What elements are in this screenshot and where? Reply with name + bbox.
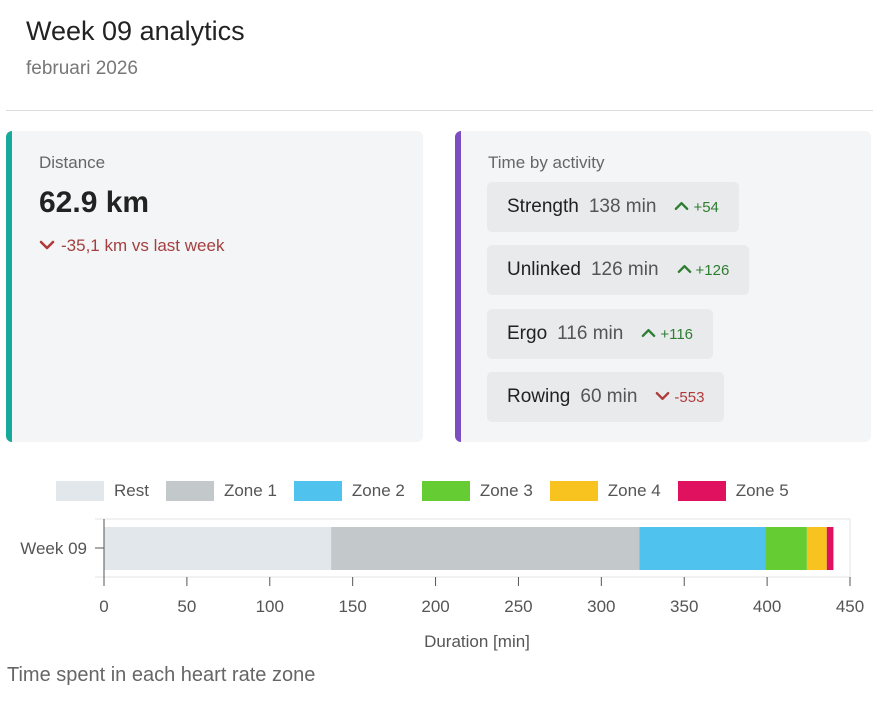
activity-delta-text: +54: [693, 198, 719, 216]
activity-name: Ergo: [507, 323, 548, 344]
bar-segment: [826, 527, 834, 570]
chart-caption: Time spent in each heart rate zone: [7, 664, 316, 686]
activity-item: Rowing 60 min -553: [487, 372, 725, 422]
activity-item: Unlinked 126 min +126: [487, 245, 750, 295]
legend-item: Zone 4: [549, 481, 661, 501]
distance-delta-text: -35,1 km vs last week: [61, 236, 225, 255]
activity-minutes: 138 min: [588, 196, 657, 217]
chart-legend: Rest Zone 1 Zone 2 Zone 3 Zone 4 Zone 5: [56, 481, 806, 501]
activity-label: Time by activity: [488, 153, 605, 172]
legend-swatch: [549, 481, 598, 501]
legend-item: Zone 1: [165, 481, 277, 501]
activity-name: Rowing: [507, 386, 571, 407]
chevron-down-icon: [39, 236, 55, 256]
distance-delta: -35,1 km vs last week: [39, 236, 224, 256]
activity-delta-text: -553: [674, 388, 705, 406]
activity-delta: +54: [674, 198, 719, 216]
page-title: Week 09 analytics: [26, 16, 245, 46]
legend-item: Rest: [56, 481, 149, 501]
legend-label: Zone 3: [479, 481, 533, 500]
legend-label: Zone 1: [223, 481, 277, 500]
activity-delta: +116: [641, 326, 693, 343]
activity-delta: -553: [655, 389, 704, 406]
activity-card: Time by activity Strength 138 min +54 Unlin…: [455, 131, 871, 442]
bar-segment: [331, 527, 640, 570]
x-tick-label: 350: [670, 597, 698, 616]
bar-segment: [104, 527, 332, 570]
header-divider: [6, 110, 873, 111]
legend-label: Rest: [114, 481, 149, 500]
chevron-up-icon: [677, 262, 692, 279]
x-tick-label: 200: [421, 597, 449, 616]
legend-item: Zone 3: [421, 481, 533, 501]
activity-minutes: 126 min: [590, 259, 659, 280]
legend-item: Zone 2: [293, 481, 405, 501]
activity-item: Ergo 116 min +116: [487, 309, 714, 359]
chevron-down-icon: [655, 389, 670, 406]
bar-segment: [806, 527, 827, 570]
activity-name: Strength: [507, 196, 579, 217]
legend-swatch: [165, 481, 214, 501]
legend-swatch: [677, 481, 726, 501]
x-tick-label: 400: [753, 597, 781, 616]
legend-label: Zone 4: [607, 481, 661, 500]
legend-label: Zone 2: [351, 481, 405, 500]
legend-swatch: [293, 481, 342, 501]
activity-delta-text: +116: [660, 325, 694, 343]
x-tick-label: 250: [504, 597, 532, 616]
activity-name: Unlinked: [507, 259, 581, 280]
activity-minutes: 116 min: [557, 323, 624, 344]
legend-swatch: [421, 481, 470, 501]
chevron-up-icon: [674, 199, 689, 216]
x-axis-label: Duration [min]: [424, 632, 530, 651]
y-tick-label: Week 09: [20, 539, 87, 558]
bar-segment: [639, 527, 766, 570]
activity-item: Strength 138 min +54: [487, 182, 739, 232]
x-tick-label: 150: [338, 597, 366, 616]
x-tick-label: 100: [256, 597, 284, 616]
legend-swatch: [56, 481, 104, 501]
x-tick-label: 450: [836, 597, 864, 616]
x-tick-label: 300: [587, 597, 615, 616]
activity-delta-text: +126: [695, 261, 730, 279]
x-tick-label: 0: [99, 597, 108, 616]
chevron-up-icon: [641, 326, 656, 343]
page-subtitle: februari 2026: [26, 58, 138, 79]
bar-segment: [765, 527, 807, 570]
heart-rate-zone-chart: Week 09 0 50 100 150 200 250 300 350 400 450 Durati…: [20, 518, 864, 651]
activity-delta: +126: [677, 261, 730, 279]
x-tick-label: 50: [177, 597, 196, 616]
distance-value: 62.9 km: [39, 186, 150, 219]
activity-minutes: 60 min: [580, 386, 638, 407]
legend-label: Zone 5: [735, 481, 789, 500]
distance-label: Distance: [39, 153, 106, 172]
legend-item: Zone 5: [677, 481, 789, 501]
distance-card: Distance 62.9 km -35,1 km vs last week: [6, 131, 423, 442]
